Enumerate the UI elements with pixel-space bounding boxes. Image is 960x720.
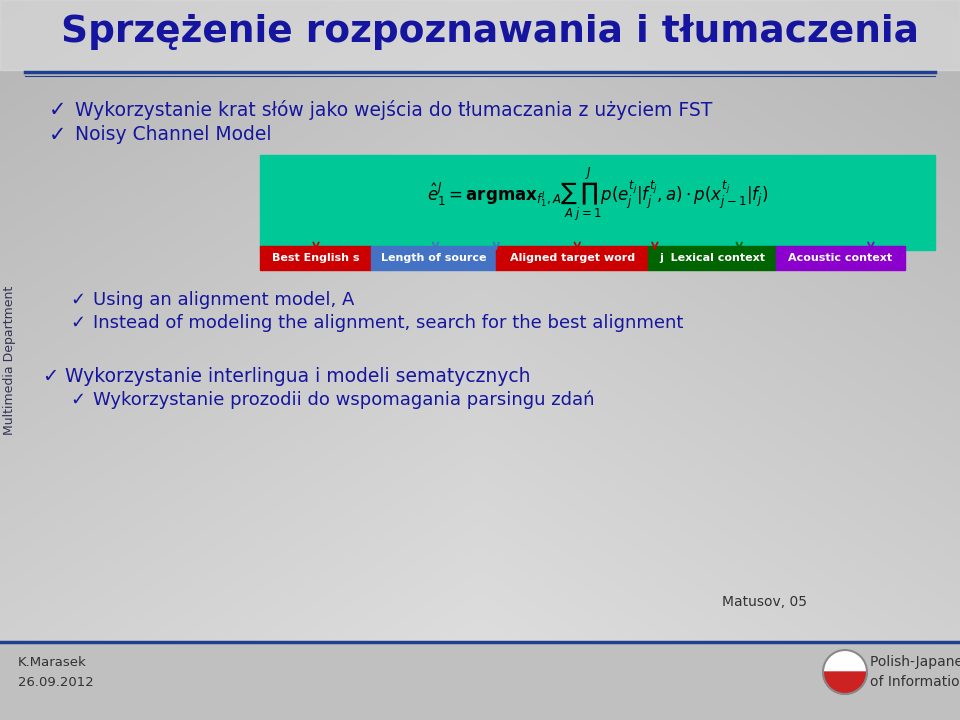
Text: of Information Technology: of Information Technology [870, 675, 960, 689]
Bar [0, 642, 960, 720]
Text: ✓: ✓ [49, 125, 67, 145]
Text: Instead of modeling the alignment, search for the best alignment: Instead of modeling the alignment, searc… [93, 314, 684, 332]
Text: Wykorzystanie prozodii do wspomagania parsingu zdań: Wykorzystanie prozodii do wspomagania pa… [93, 391, 594, 409]
Bar [0, 0, 960, 70]
Text: Multimedia Department: Multimedia Department [4, 285, 16, 435]
Wedge shape [823, 672, 867, 694]
Text: Length of source: Length of source [381, 253, 487, 263]
Wedge shape [823, 650, 867, 672]
Text: ✓: ✓ [70, 291, 85, 309]
Bar [648, 246, 777, 270]
Text: ✓: ✓ [42, 367, 59, 387]
Text: Sprzężenie rozpoznawania i tłumaczenia: Sprzężenie rozpoznawania i tłumaczenia [61, 14, 919, 50]
Bar [372, 246, 496, 270]
Text: Best English s: Best English s [272, 253, 359, 263]
Text: ✓: ✓ [70, 391, 85, 409]
Text: K.Marasek: K.Marasek [18, 655, 86, 668]
Bar [260, 155, 935, 250]
Text: Aligned target word: Aligned target word [510, 253, 635, 263]
Bar [777, 246, 904, 270]
Text: $\hat{e}^{J}_{1}=\mathbf{argmax}_{f^{I}_{1},A}$$\sum_{A}\prod_{j=1}^{J}p(e^{t_j}: $\hat{e}^{J}_{1}=\mathbf{argmax}_{f^{I}_… [427, 166, 768, 224]
Bar [260, 246, 372, 270]
Text: j  Lexical context: j Lexical context [660, 253, 765, 263]
Text: Using an alignment model, A: Using an alignment model, A [93, 291, 354, 309]
Text: Acoustic context: Acoustic context [788, 253, 893, 263]
Bar [260, 155, 935, 250]
Text: ✓: ✓ [49, 100, 67, 120]
Text: Polish-Japanese Institute: Polish-Japanese Institute [870, 655, 960, 669]
Bar [496, 246, 648, 270]
Text: Matusov, 05: Matusov, 05 [723, 595, 807, 609]
Text: Wykorzystanie interlingua i modeli sematycznych: Wykorzystanie interlingua i modeli semat… [65, 367, 531, 387]
Text: Wykorzystanie krat słów jako wejścia do tłumaczania z użyciem FST: Wykorzystanie krat słów jako wejścia do … [75, 100, 712, 120]
Text: ✓: ✓ [70, 314, 85, 332]
Text: 26.09.2012: 26.09.2012 [18, 675, 94, 688]
Text: Noisy Channel Model: Noisy Channel Model [75, 125, 272, 145]
